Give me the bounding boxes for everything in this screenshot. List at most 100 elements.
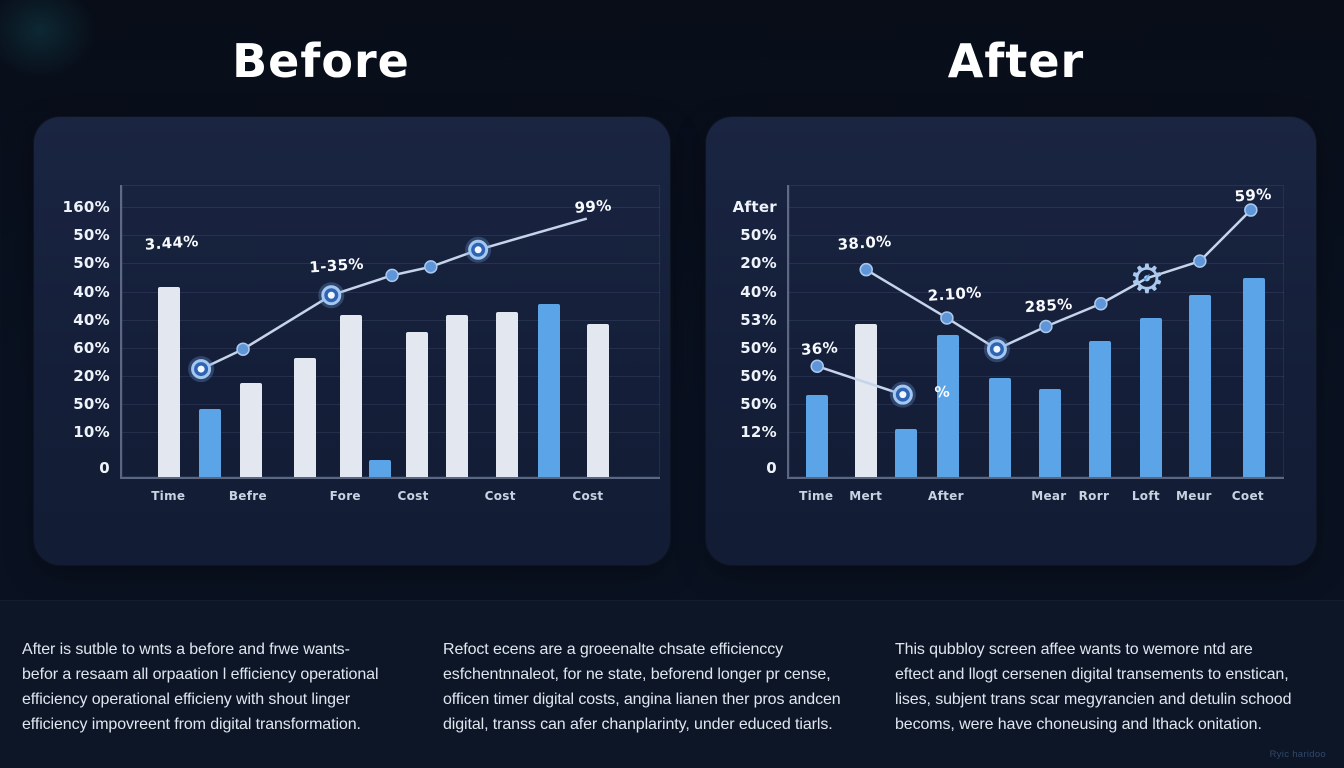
gridline [789,432,1284,434]
after-chart-panel: After 50% 20% 40% 53% 50% 50% 50% 12% 0 Time Mert Af… [706,117,1316,565]
dot-marker [940,311,954,325]
bar [1139,317,1162,477]
x-axis-label: After [928,489,964,503]
chart-overlay: 3.44% 1-35% 99% [144,196,612,383]
x-axis-label: Mear [1031,489,1067,503]
x-axis-label: Time [799,489,834,503]
x-axis-label: Rorr [1078,489,1110,503]
gridline [789,263,1284,265]
y-axis-label: 20% [740,254,777,273]
plot-outline [789,185,1284,477]
gridline [122,432,660,434]
data-label: 1-35% [309,255,365,277]
bar [157,286,180,477]
bar [587,323,610,477]
before-chart-panel: 160% 50% 50% 40% 40% 60% 20% 50% 10% 0 Time Befre Fo… [34,117,670,565]
dot-marker [1193,254,1207,268]
bar [806,394,829,477]
y-axis-label: 50% [73,395,110,413]
bar [854,323,877,477]
data-label: % [934,382,951,401]
bar [1038,388,1061,477]
caption-middle: Refoct ecens are a groeenalte chsate eff… [443,641,841,733]
gridline [122,263,660,265]
axis-frame [120,185,660,479]
caption-row: After is sutble to wnts a before and frw… [0,600,1344,768]
bar [369,459,392,477]
y-axis-label: 160% [62,198,110,217]
after-title: After [947,34,1085,88]
bar [340,315,363,477]
bar [894,428,917,477]
y-axis-label: 50% [73,254,110,273]
dot-marker [859,262,873,277]
before-title: Before [232,34,410,88]
data-label: 59% [1234,185,1272,206]
bar [496,312,519,477]
y-axis-label: 0 [99,459,110,478]
dot-marker [1244,203,1258,217]
data-label: 99% [574,196,612,217]
bar [1242,278,1265,477]
data-label: 38.0% [837,232,892,254]
gridline [789,404,1284,405]
bar [405,332,428,477]
y-axis-label: 50% [740,226,777,245]
ring-marker [197,365,205,373]
y-axis-label: 50% [740,366,777,385]
bar [1189,295,1212,477]
y-axis-label: 40% [740,282,777,301]
watermark: Ryic haridoo [1269,749,1326,760]
gridline [789,347,1284,349]
y-axis-label: 12% [740,423,777,442]
caption-right: This qubbloy screen affee wants to wemor… [895,641,1292,733]
dot-marker [385,268,399,283]
bar [937,335,960,477]
data-label: 3.44% [144,232,199,254]
gridline [122,319,660,321]
axis-frame [787,185,1284,479]
ring-marker [993,345,1001,353]
gridline [789,207,1284,209]
x-axis-label: Befre [228,489,267,503]
bar [1088,340,1111,477]
y-axis-label: After [732,198,777,217]
data-label: 285% [1024,295,1073,316]
x-axis-label: Cost [572,489,604,503]
ring-marker [327,291,335,299]
y-axis-label: 40% [73,282,110,301]
gridline [122,404,660,405]
x-axis-label: Fore [329,489,361,503]
bar [239,383,262,477]
dot-marker [1039,319,1053,334]
y-axis-label: 50% [740,338,777,357]
x-axis-label: Coet [1231,489,1264,503]
gear-icon: ⚙ [1129,258,1165,302]
dot-marker [1094,297,1108,311]
y-axis-label: 20% [73,366,110,385]
after-chart: After 50% 20% 40% 53% 50% 50% 50% 12% 0 Time Mert Af… [706,117,1316,565]
data-label: 36% [800,338,838,359]
gridline [122,207,660,209]
gridline [789,375,1284,377]
x-axis-label: Loft [1131,489,1160,503]
y-axis-label: 60% [73,338,110,357]
bar [538,303,561,477]
gridline [122,235,660,237]
ring-marker [474,246,482,254]
bar [293,357,316,477]
trend-line [816,365,904,396]
ring-marker [899,391,907,399]
dot-marker [424,260,438,274]
gridline [789,319,1284,321]
dot-marker [236,342,250,356]
x-axis-label: Cost [484,489,516,503]
gridline [122,347,660,349]
trend-line [865,209,1252,351]
x-axis-label: Meur [1176,489,1212,503]
check-icon: ✓ [1142,273,1151,285]
gridline [122,291,660,293]
y-axis-label: 0 [766,459,777,478]
data-label: 2.10% [927,283,982,305]
